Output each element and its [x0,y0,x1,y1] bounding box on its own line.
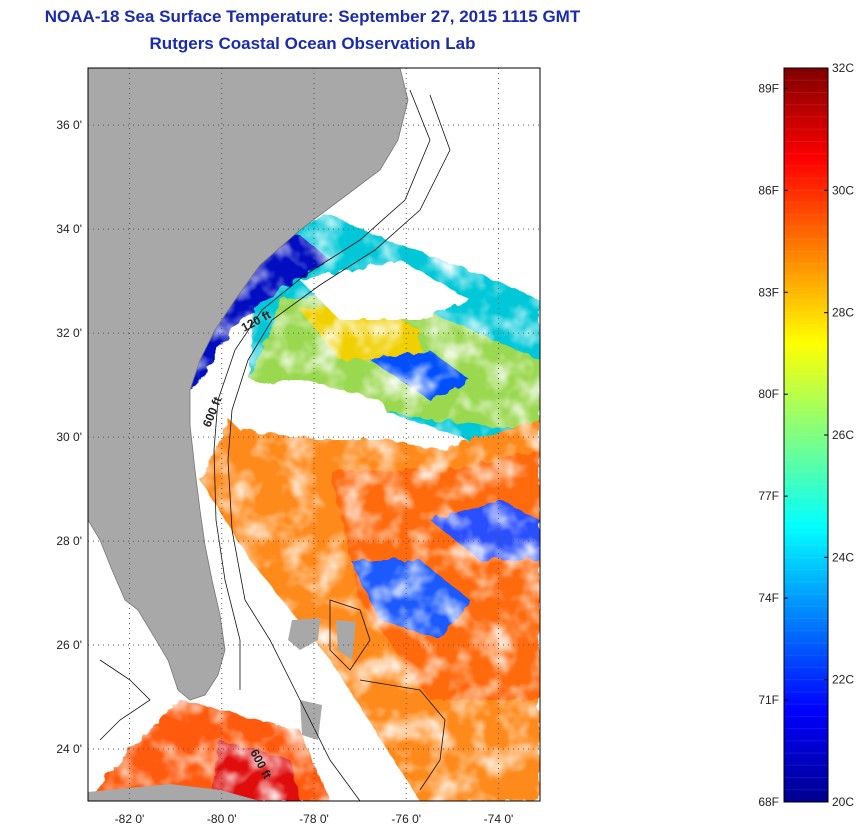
longitude-tick-label: -74 0' [484,812,514,826]
colorbar-fahrenheit-label: 74F [758,591,779,605]
longitude-tick-label: -76 0' [391,812,421,826]
colorbar-fahrenheit-label: 71F [758,693,779,707]
longitude-tick-labels: -82 0' -80 0' -78 0' -76 0' -74 0' [115,812,514,826]
longitude-tick-label: -78 0' [299,812,329,826]
colorbar-celsius-label: 30C [832,183,854,197]
colorbar-celsius-label: 28C [832,306,854,320]
colorbar-fahrenheit-label: 86F [758,183,779,197]
map-title: NOAA-18 Sea Surface Temperature: Septemb… [44,7,581,26]
land-bahamas-abaco [336,620,356,660]
colorbar-fahrenheit-label: 68F [758,795,779,809]
land-bahamas-andros2 [300,700,322,740]
colorbar-fahrenheit-label: 77F [758,489,779,503]
colorbar-fahrenheit-labels: 89F 86F 83F 80F 77F 74F 71F 68F [758,81,788,809]
map-subtitle: Rutgers Coastal Ocean Observation Lab [149,34,476,53]
colorbar-bands [785,79,827,791]
latitude-tick-labels: 24 0' 26 0' 28 0' 30 0' 32 0' 34 0' 36 0' [56,118,82,756]
colorbar-celsius-label: 26C [832,428,854,442]
latitude-tick-label: 26 0' [56,638,82,652]
latitude-tick-label: 36 0' [56,118,82,132]
colorbar-fahrenheit-label: 80F [758,387,779,401]
colorbar-celsius-label: 20C [832,795,854,809]
longitude-tick-label: -82 0' [115,812,145,826]
latitude-tick-label: 34 0' [56,222,82,236]
colorbar-celsius-label: 24C [832,550,854,564]
graticule [88,68,540,801]
colorbar-celsius-labels: 32C 30C 28C 26C 24C 22C 20C [824,61,854,809]
colorbar-fahrenheit-label: 89F [758,81,779,95]
latitude-tick-label: 28 0' [56,534,82,548]
colorbar-celsius-label: 32C [832,61,854,75]
land-us-east-coast [88,68,409,701]
colorbar-celsius-label: 22C [832,673,854,687]
colorbar-fahrenheit-label: 83F [758,285,779,299]
colorbar-gradient [783,67,829,803]
land-bahamas-andros [288,618,320,650]
latitude-tick-label: 24 0' [56,742,82,756]
map-frame [87,67,541,802]
latitude-tick-label: 32 0' [56,326,82,340]
longitude-tick-label: -80 0' [207,812,237,826]
land-cuba [88,784,260,801]
bathymetry-contours [99,89,451,801]
latitude-tick-label: 30 0' [56,430,82,444]
